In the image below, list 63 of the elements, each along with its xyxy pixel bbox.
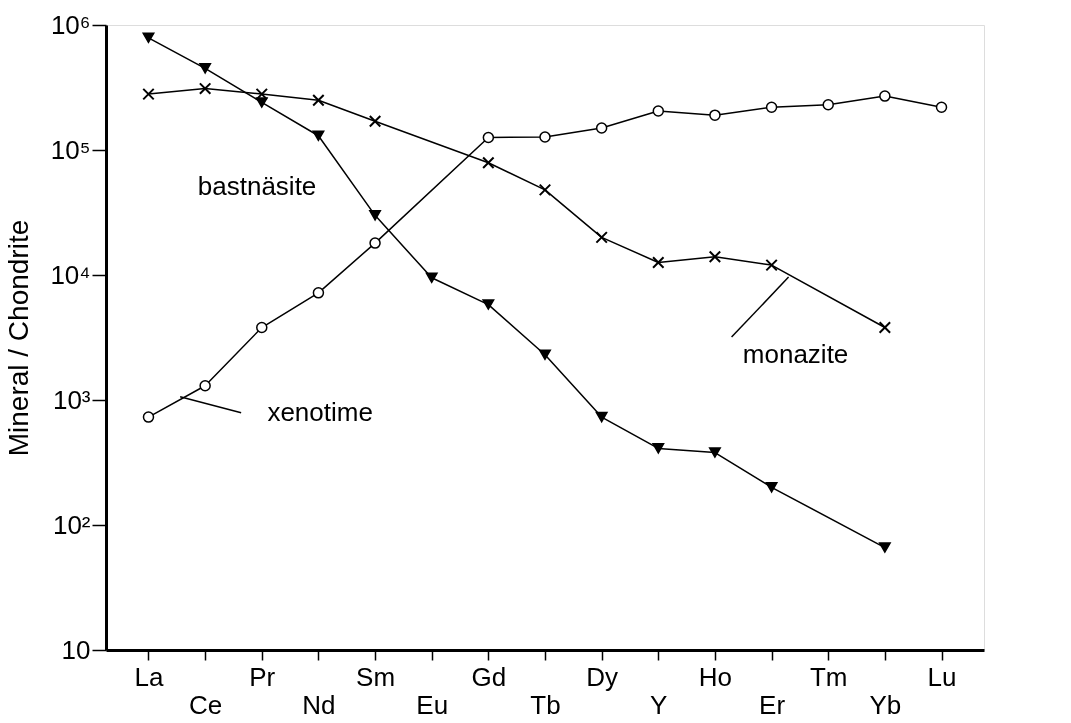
point (142, 87, 155, 101)
point (878, 321, 892, 334)
y-tick-label: 10³ (52, 384, 91, 415)
x-tick-label: Eu (416, 689, 449, 720)
x-tick-label: Gd (471, 661, 507, 692)
point (765, 258, 778, 272)
y-tick-label: 10 (61, 634, 91, 665)
point (368, 114, 382, 128)
point (822, 99, 834, 111)
point (652, 105, 665, 117)
point (312, 287, 325, 299)
x-tick-label: Er (759, 689, 786, 720)
point (935, 101, 948, 113)
x-tick-label: Pr (249, 661, 276, 692)
point (878, 542, 891, 553)
x-tick-label: Yb (869, 689, 902, 720)
point (765, 101, 778, 113)
point (595, 231, 608, 244)
x-tick-label: Ho (698, 661, 733, 692)
point (708, 447, 721, 458)
point (539, 349, 551, 361)
x-tick-label: Sm (356, 661, 396, 692)
x-tick-label: Tm (809, 661, 848, 692)
x-tick-label: Nd (302, 689, 336, 720)
y-tick-label: 10⁶ (50, 9, 91, 40)
x-tick-label: Dy (586, 661, 619, 692)
point (482, 299, 495, 310)
point (142, 411, 155, 423)
point (369, 237, 381, 249)
series-label: monazite (742, 339, 849, 370)
x-tick-label: Lu (927, 661, 957, 692)
y-tick-label: 10⁵ (50, 134, 91, 165)
point (199, 63, 212, 74)
series-label: bastnäsite (197, 171, 317, 202)
y-tick-label: 10⁴ (50, 259, 91, 290)
point (539, 131, 551, 143)
point (879, 90, 891, 102)
x-tick-label: Tb (530, 689, 561, 720)
point (482, 156, 495, 170)
y-axis-title: Mineral / Chondrite (3, 219, 35, 457)
point (198, 82, 212, 95)
point (425, 272, 438, 284)
point (256, 321, 268, 334)
point (595, 122, 608, 134)
point (652, 443, 665, 454)
legend-label: xenotime (267, 396, 373, 427)
point (312, 94, 325, 107)
point (708, 250, 722, 263)
point (312, 130, 325, 142)
point (255, 87, 269, 101)
y-tick-label: 10² (52, 509, 91, 540)
point (765, 482, 778, 493)
point (369, 210, 382, 221)
point (652, 256, 665, 269)
x-tick-label: La (134, 661, 164, 692)
point (199, 380, 211, 392)
point (595, 411, 608, 423)
x-tick-label: Y (650, 689, 668, 720)
x-tick-label: Ce (189, 689, 223, 720)
point (538, 183, 552, 197)
point (482, 131, 495, 144)
point (709, 109, 721, 121)
point (142, 32, 155, 44)
